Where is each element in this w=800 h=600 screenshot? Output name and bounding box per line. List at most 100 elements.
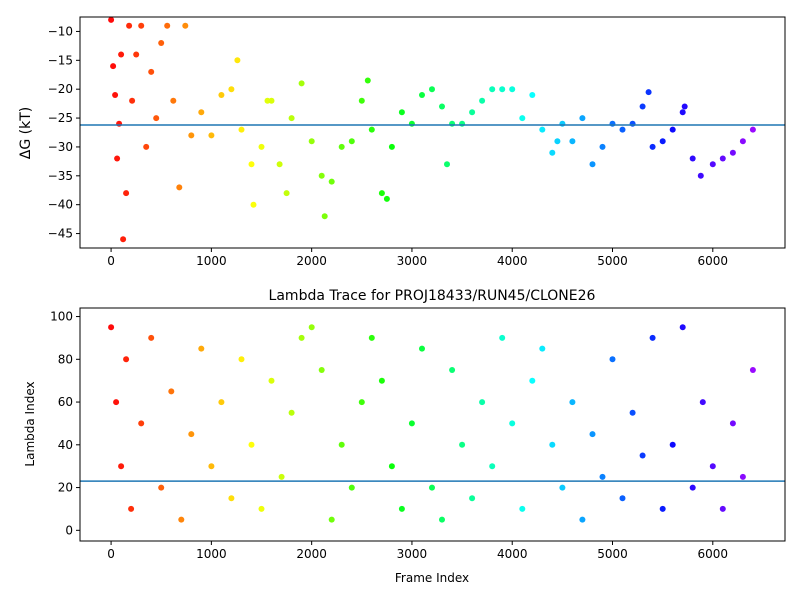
lambda-point <box>499 334 506 341</box>
delta-g-point <box>208 132 215 139</box>
lambda-point <box>609 356 616 363</box>
delta-g-point <box>138 22 145 29</box>
lambda-point <box>278 473 285 480</box>
delta-g-point <box>198 109 205 116</box>
lambda-point <box>669 441 676 448</box>
delta-g-panel: 0 1000 2000 3000 4000 5000 6000 −45 −40 −35 −30 −2… <box>18 16 786 268</box>
delta-g-x-tick-label: 0 <box>107 254 115 268</box>
lambda-point <box>258 505 265 512</box>
lambda-point <box>519 505 526 512</box>
lambda-point <box>218 399 225 406</box>
lambda-point <box>268 377 275 384</box>
lambda-point <box>589 431 596 438</box>
delta-g-point <box>188 132 195 139</box>
delta-g-point <box>599 143 606 150</box>
delta-g-point <box>108 16 115 23</box>
lambda-point <box>308 324 315 331</box>
delta-g-point <box>308 138 315 145</box>
lambda-point <box>158 484 165 491</box>
delta-g-x-ticks: 0 1000 2000 3000 4000 5000 6000 <box>107 248 728 268</box>
delta-g-point <box>158 40 165 46</box>
lambda-point <box>338 441 345 448</box>
lambda-y-axis-label: Lambda Index <box>23 381 37 466</box>
delta-g-point <box>459 120 466 127</box>
delta-g-point <box>649 143 656 150</box>
delta-g-point <box>539 126 546 133</box>
delta-g-point <box>133 51 140 58</box>
delta-g-y-tick-label: −30 <box>48 140 73 154</box>
delta-g-point <box>258 143 265 150</box>
lambda-point <box>358 399 365 406</box>
lambda-point <box>398 505 405 512</box>
lambda-x-tick-label: 3000 <box>397 547 428 561</box>
delta-g-point <box>170 97 177 104</box>
delta-g-point <box>182 22 189 29</box>
delta-g-point <box>116 120 123 127</box>
lambda-point <box>469 495 476 502</box>
delta-g-point <box>609 120 616 127</box>
lambda-point <box>148 334 155 341</box>
lambda-point <box>439 516 445 523</box>
delta-g-point <box>619 126 626 133</box>
delta-g-point <box>569 138 576 145</box>
lambda-point <box>619 495 626 502</box>
delta-g-point <box>368 126 375 133</box>
delta-g-point <box>378 190 385 197</box>
lambda-point <box>449 367 456 373</box>
delta-g-y-tick-label: −10 <box>48 24 73 38</box>
delta-g-point <box>218 92 225 98</box>
delta-g-point <box>112 92 119 98</box>
delta-g-point <box>697 172 704 179</box>
lambda-point <box>529 377 536 384</box>
lambda-point <box>579 516 586 523</box>
delta-g-point <box>298 80 305 87</box>
delta-g-point <box>669 126 676 133</box>
lambda-y-tick-label: 60 <box>58 395 73 409</box>
lambda-point <box>699 399 706 406</box>
delta-g-point <box>321 213 328 220</box>
lambda-points <box>108 324 756 523</box>
lambda-point <box>419 345 425 352</box>
delta-g-point <box>479 97 486 104</box>
delta-g-point <box>589 161 596 168</box>
delta-g-point <box>148 68 155 75</box>
delta-g-y-tick-label: −45 <box>48 227 73 241</box>
lambda-point <box>228 495 235 502</box>
lambda-point <box>378 377 385 384</box>
lambda-point <box>288 409 295 416</box>
lambda-x-tick-label: 4000 <box>497 547 528 561</box>
delta-g-point <box>429 86 435 93</box>
delta-g-x-tick-label: 6000 <box>698 254 729 268</box>
delta-g-point <box>120 236 127 243</box>
delta-g-point <box>449 120 456 127</box>
delta-g-x-tick-label: 2000 <box>296 254 327 268</box>
delta-g-point <box>248 161 255 168</box>
delta-g-point <box>559 120 566 127</box>
lambda-x-axis-label: Frame Index <box>395 571 469 585</box>
delta-g-point <box>288 115 295 122</box>
lambda-point <box>729 420 736 427</box>
lambda-point <box>599 473 606 480</box>
lambda-x-tick-label: 2000 <box>296 547 327 561</box>
lambda-y-tick-label: 0 <box>65 523 73 537</box>
delta-g-point <box>126 22 133 29</box>
delta-g-x-tick-label: 4000 <box>497 254 528 268</box>
delta-g-point <box>529 92 536 98</box>
lambda-x-ticks: 0 1000 2000 3000 4000 5000 6000 <box>107 541 728 561</box>
lambda-point <box>739 473 746 480</box>
lambda-point <box>208 463 215 470</box>
delta-g-x-tick-label: 3000 <box>397 254 428 268</box>
delta-g-point <box>639 103 646 110</box>
delta-g-point <box>489 86 496 93</box>
delta-g-point <box>554 138 561 145</box>
delta-g-point <box>250 201 257 208</box>
delta-g-point <box>739 138 746 145</box>
delta-g-point <box>689 155 696 162</box>
delta-g-x-tick-label: 5000 <box>597 254 628 268</box>
delta-g-point <box>579 115 586 122</box>
lambda-point <box>629 409 636 416</box>
lambda-point <box>298 334 305 341</box>
delta-g-point <box>444 161 450 168</box>
delta-g-point <box>645 89 652 96</box>
delta-g-point <box>338 143 345 150</box>
